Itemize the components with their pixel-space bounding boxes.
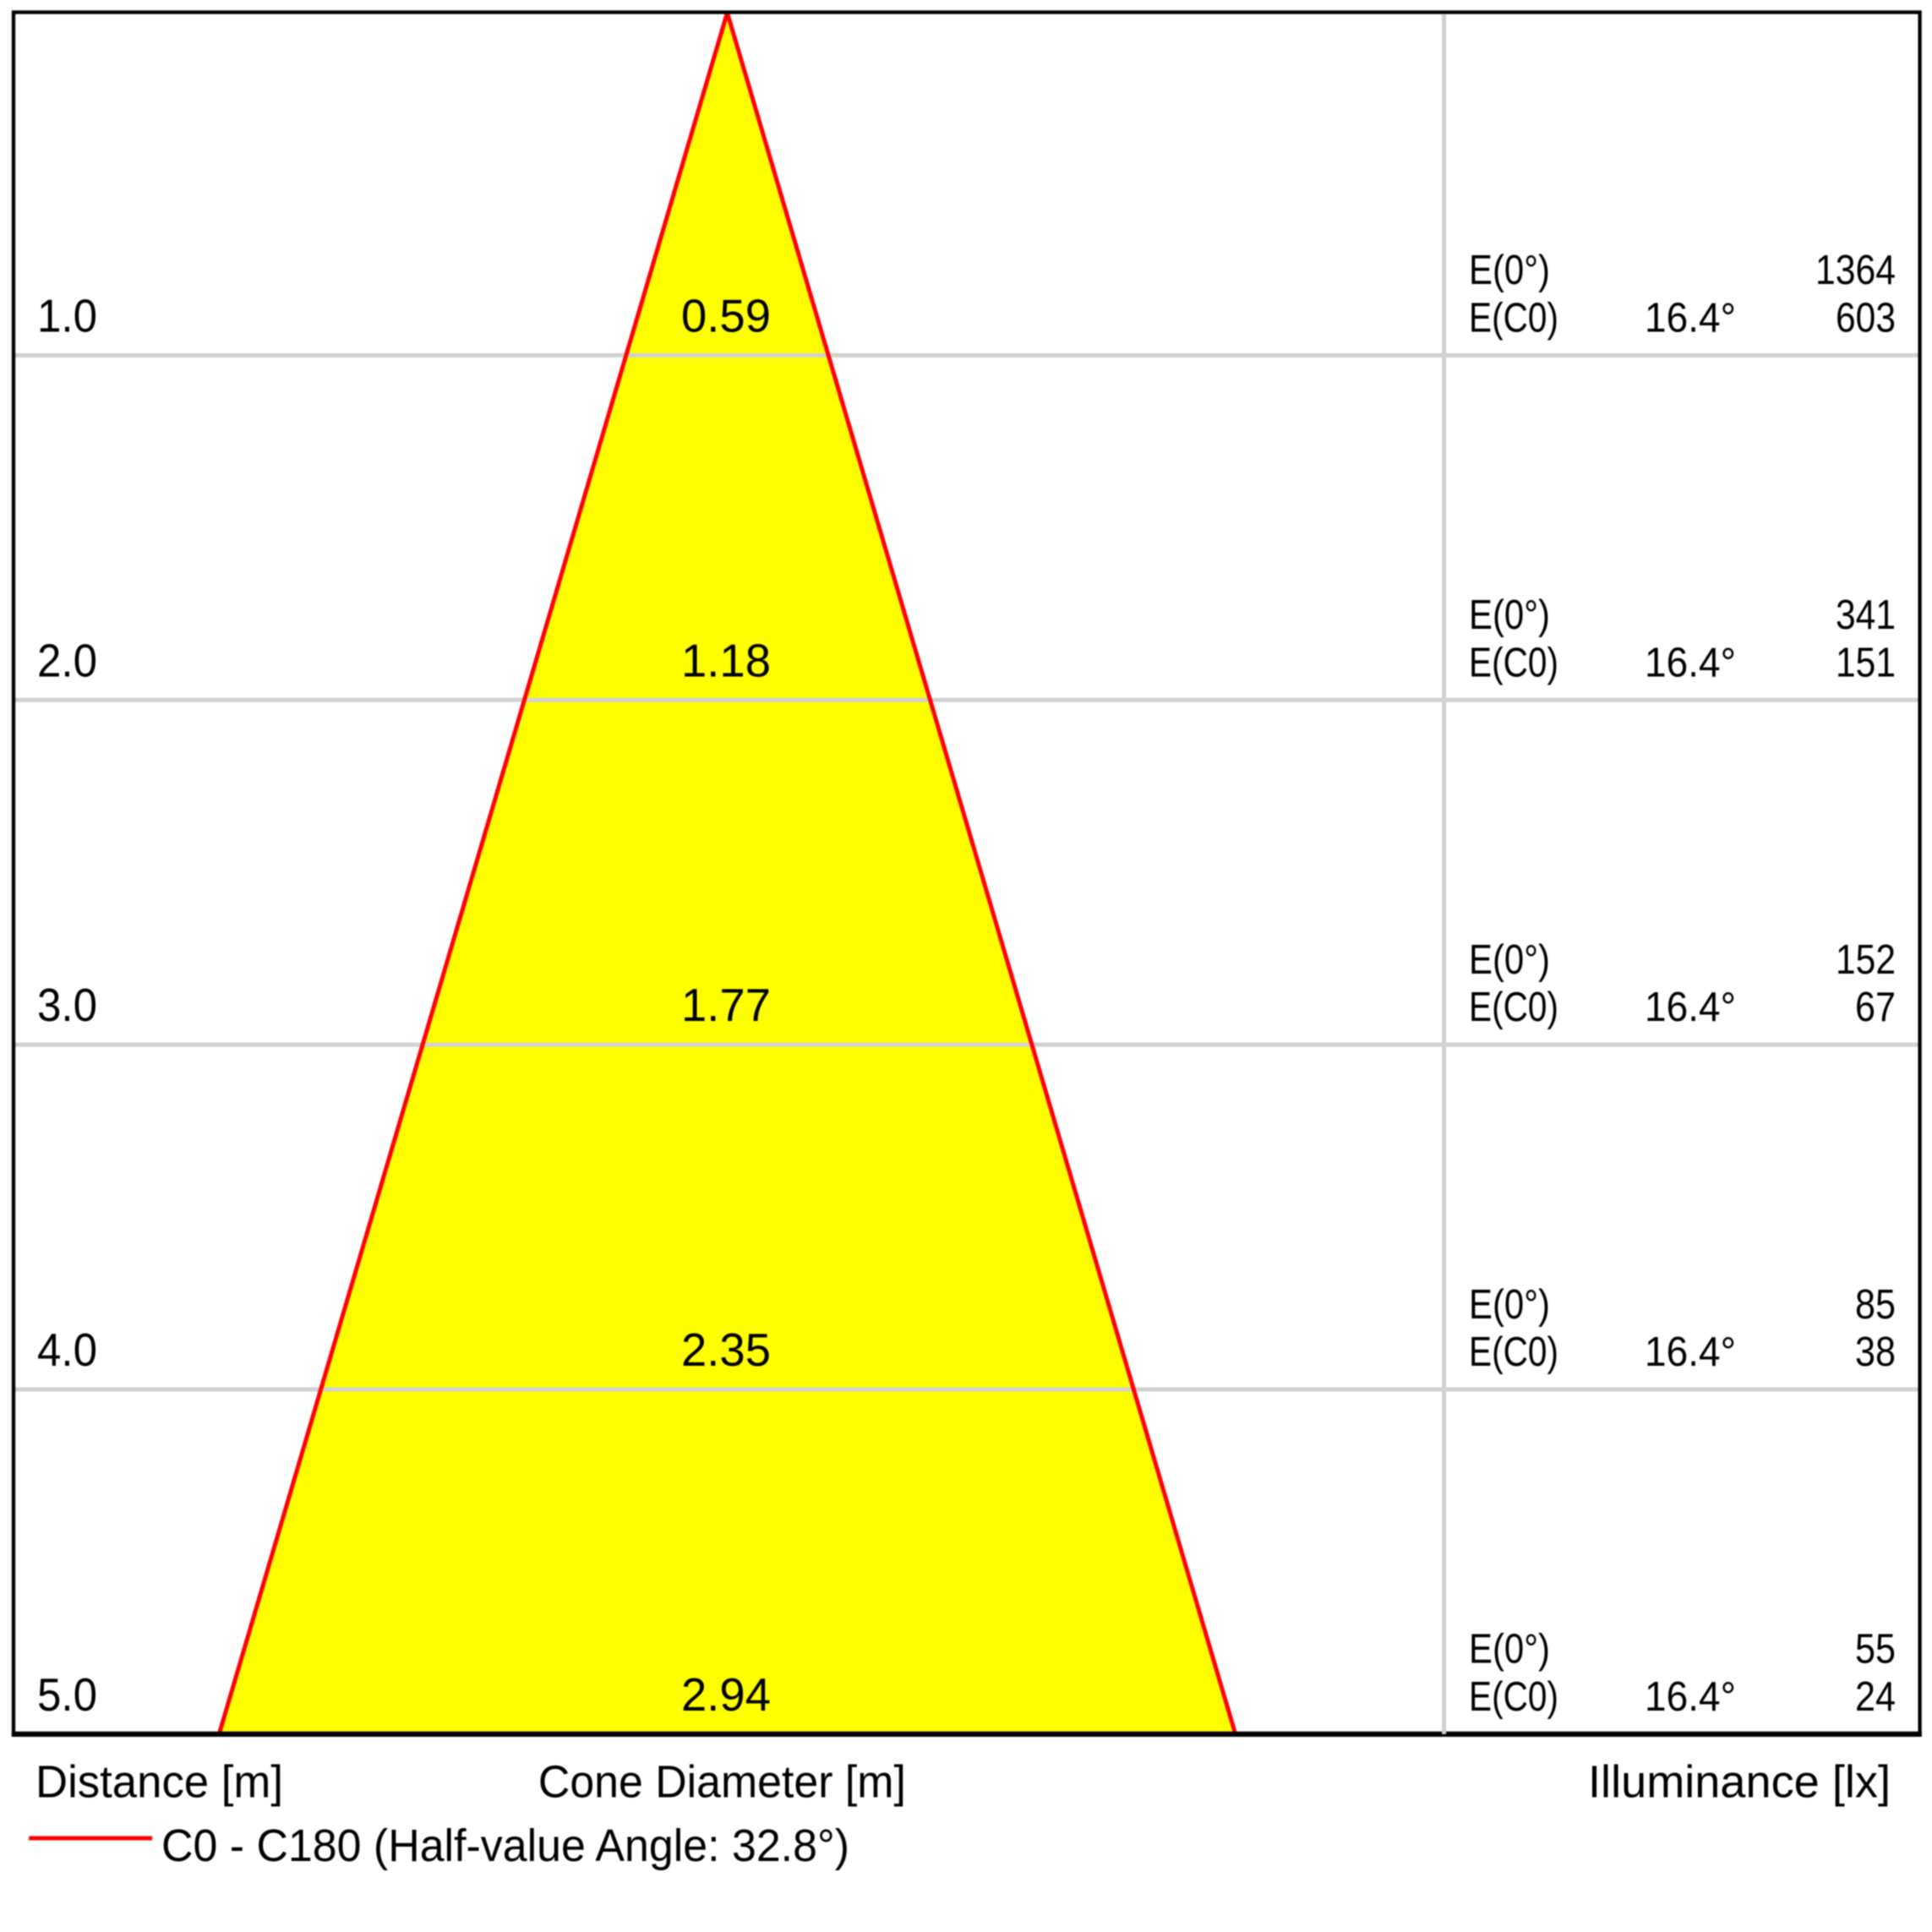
svg-text:E(C0): E(C0) [1469,1674,1558,1720]
svg-text:C0 - C180 (Half-value Angle: 3: C0 - C180 (Half-value Angle: 32.8°) [161,1820,849,1871]
svg-text:85: 85 [1855,1282,1896,1328]
svg-text:1.0: 1.0 [37,290,97,342]
svg-text:E(C0): E(C0) [1469,985,1558,1030]
svg-text:1364: 1364 [1815,248,1896,293]
svg-text:55: 55 [1855,1627,1896,1673]
svg-text:E(0°): E(0°) [1469,592,1550,638]
svg-text:341: 341 [1836,592,1896,638]
svg-text:16.4°: 16.4° [1645,1674,1736,1720]
svg-text:4.0: 4.0 [37,1323,97,1376]
svg-text:1.18: 1.18 [681,634,771,686]
svg-text:2.0: 2.0 [37,634,97,686]
svg-text:2.35: 2.35 [681,1323,771,1376]
svg-text:0.59: 0.59 [681,290,771,342]
svg-text:E(0°): E(0°) [1469,1282,1550,1328]
svg-text:603: 603 [1836,296,1896,341]
svg-text:151: 151 [1836,640,1896,685]
svg-text:3.0: 3.0 [37,979,97,1031]
svg-text:24: 24 [1855,1674,1896,1720]
svg-text:16.4°: 16.4° [1645,985,1736,1030]
svg-text:E(C0): E(C0) [1469,1329,1558,1375]
svg-text:E(0°): E(0°) [1469,1627,1550,1673]
svg-text:E(C0): E(C0) [1469,296,1558,341]
svg-text:2.94: 2.94 [681,1668,771,1721]
svg-text:E(0°): E(0°) [1469,937,1550,983]
svg-text:38: 38 [1855,1329,1896,1375]
svg-text:Illuminance [lx]: Illuminance [lx] [1588,1757,1891,1808]
svg-text:E(0°): E(0°) [1469,248,1550,293]
svg-text:152: 152 [1836,937,1896,983]
svg-text:67: 67 [1855,985,1896,1030]
svg-text:16.4°: 16.4° [1645,1329,1736,1375]
svg-text:5.0: 5.0 [37,1668,97,1721]
svg-text:16.4°: 16.4° [1645,296,1736,341]
svg-text:E(C0): E(C0) [1469,640,1558,685]
svg-text:1.77: 1.77 [681,979,771,1031]
svg-text:Cone Diameter [m]: Cone Diameter [m] [538,1757,906,1808]
svg-text:Distance [m]: Distance [m] [35,1757,283,1808]
svg-text:16.4°: 16.4° [1645,640,1736,685]
